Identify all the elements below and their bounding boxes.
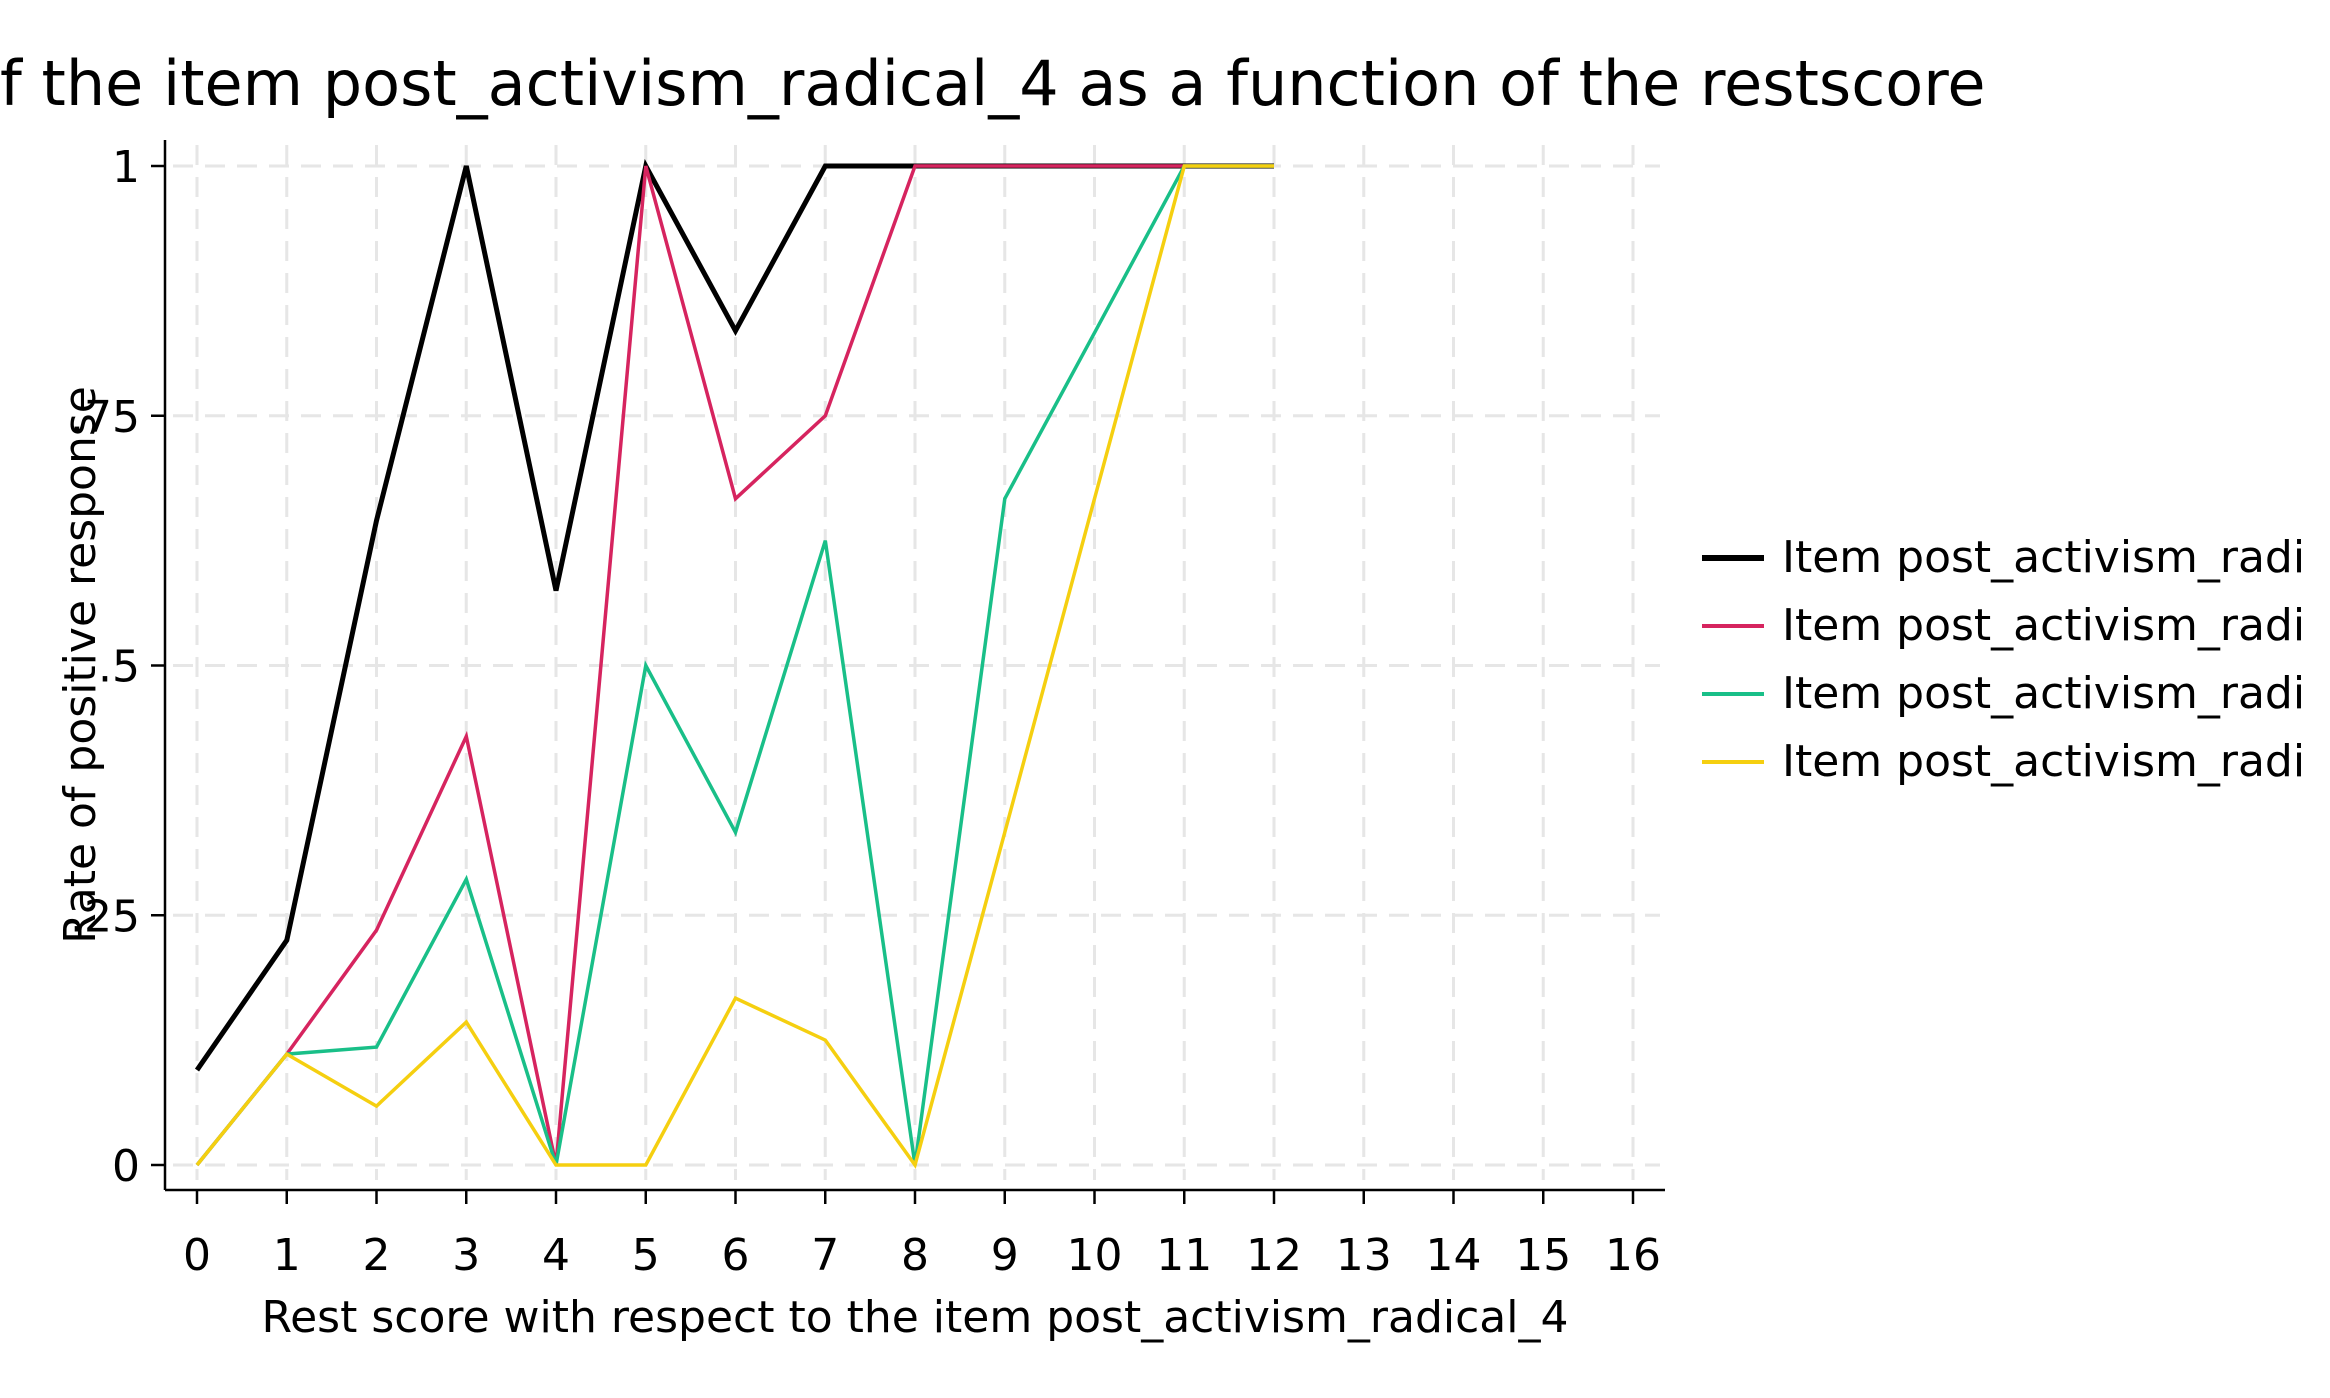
grid: [173, 145, 1660, 1180]
x-tick-label: 4: [542, 1230, 570, 1281]
legend-label-2: Item post_activism_radi: [1782, 600, 2305, 651]
x-tick-label: 2: [363, 1230, 391, 1281]
series-lines: [194, 158, 1274, 1170]
axes: [151, 140, 1665, 1204]
x-tick-label: 15: [1515, 1230, 1571, 1281]
legend-label-4: Item post_activism_radi: [1782, 736, 2305, 787]
x-tick-label: 0: [183, 1230, 211, 1281]
x-tick-label: 9: [991, 1230, 1019, 1281]
x-tick-label: 10: [1067, 1230, 1123, 1281]
y-tick-label: .25: [70, 891, 140, 942]
series-line-4: [195, 164, 1274, 1170]
legend-label-3: Item post_activism_radi: [1782, 668, 2305, 719]
x-tick-label: 12: [1246, 1230, 1302, 1281]
tick-labels: 0 1 2 3 4 5 6 7 8 9 10 11 12 13 14 15 160.25.5.751: [70, 142, 1661, 1281]
series-line-3: [195, 164, 1274, 1167]
series-line-2: [195, 164, 1274, 1167]
y-tick-label: 1: [112, 142, 140, 193]
x-tick-label: 3: [452, 1230, 480, 1281]
legend-label-1: Item post_activism_radi: [1782, 532, 2305, 583]
chart-title: f the item post_activism_radical_4 as a …: [0, 47, 1986, 120]
legend: Item post_activism_radi Item post_activis…: [1702, 532, 2305, 787]
y-tick-label: .75: [70, 392, 140, 443]
x-tick-label: 1: [273, 1230, 301, 1281]
x-tick-label: 16: [1605, 1230, 1661, 1281]
x-tick-label: 5: [632, 1230, 660, 1281]
x-axis-title: Rest score with respect to the item post…: [262, 1292, 1569, 1343]
x-tick-label: 8: [901, 1230, 929, 1281]
x-tick-label: 7: [811, 1230, 839, 1281]
y-tick-label: .5: [98, 642, 140, 693]
y-axis-title: Rate of positive response: [55, 386, 106, 944]
x-tick-label: 11: [1156, 1230, 1212, 1281]
x-tick-label: 13: [1336, 1230, 1392, 1281]
y-tick-label: 0: [112, 1141, 140, 1192]
x-tick-label: 6: [722, 1230, 750, 1281]
x-tick-label: 14: [1426, 1230, 1482, 1281]
